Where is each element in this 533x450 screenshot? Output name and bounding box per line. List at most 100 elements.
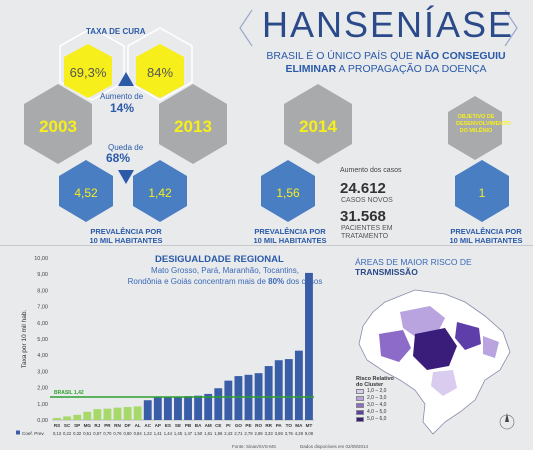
value-label: 1,41 xyxy=(154,431,163,436)
value-label: 1,45 xyxy=(174,431,183,436)
y-tick-label: 5,00 xyxy=(37,337,48,343)
map-legend: Risco Relativo do Cluster 1,0 – 2,0 2,0 –… xyxy=(356,376,426,423)
category-label: PA xyxy=(276,423,283,428)
bar xyxy=(264,366,273,420)
bar xyxy=(184,396,192,420)
map-title: ÁREAS DE MAIOR RISCO DE TRANSMISSÃO xyxy=(355,257,533,277)
brazil-map xyxy=(358,289,515,435)
y-tick-label: 1,00 xyxy=(37,402,48,408)
category-label: ES xyxy=(165,423,171,428)
cluster-north xyxy=(400,306,445,338)
y-tick-label: 6,00 xyxy=(37,321,48,327)
bar xyxy=(284,359,293,420)
value-label: 0,84 xyxy=(134,431,143,436)
category-label: RR xyxy=(265,423,272,428)
prev-label-line1: PREVALÊNCIA POR xyxy=(254,227,326,236)
compass-icon xyxy=(499,413,515,430)
bar xyxy=(83,411,92,420)
legend-item: 3,0 – 4,0 xyxy=(356,402,426,409)
value-label: 2,71 xyxy=(234,431,243,436)
prev-2013-value: 1,42 xyxy=(148,186,172,200)
bar xyxy=(103,408,112,420)
value-label: 1,96 xyxy=(214,431,223,436)
value-label: 0,22 xyxy=(63,431,72,436)
cure-2003-value: 69,3% xyxy=(70,65,107,80)
category-label: SC xyxy=(64,423,71,428)
y-tick-label: 7,00 xyxy=(37,305,48,311)
value-label: 3,76 xyxy=(285,431,294,436)
bar xyxy=(93,409,102,420)
bar xyxy=(305,272,313,420)
category-label: BA xyxy=(195,423,202,428)
category-label: PB xyxy=(185,423,192,428)
bar xyxy=(63,416,72,420)
prev-label-line2: 10 MIL HABITANTES xyxy=(253,236,327,245)
legend-swatch xyxy=(356,389,364,394)
hex-prev-goal xyxy=(455,160,509,222)
category-label: MG xyxy=(84,423,92,428)
legend-label: 4,0 – 5,0 xyxy=(367,409,387,415)
legend-title: Risco Relativo do Cluster xyxy=(356,376,426,388)
cluster-center xyxy=(413,328,457,370)
treatment-label-line2: TRATAMENTO xyxy=(341,233,389,240)
category-label: MA xyxy=(295,423,303,428)
subtitle-emphasis: NÃO CONSEGUIU xyxy=(415,50,506,62)
regional-desc-line1: Mato Grosso, Pará, Maranhão, Tocantins, xyxy=(151,266,299,275)
value-label: 2,79 xyxy=(244,431,253,436)
hex-prev-2013 xyxy=(133,160,187,222)
year-2003: 2003 xyxy=(39,117,77,136)
bar xyxy=(143,400,152,420)
value-row-marker xyxy=(16,430,20,435)
value-label: 2,89 xyxy=(254,431,263,436)
year-2014: 2014 xyxy=(299,117,337,136)
category-label: PI xyxy=(226,423,230,428)
regional-description: Mato Grosso, Pará, Maranhão, Tocantins, … xyxy=(120,265,330,287)
category-label: AM xyxy=(205,423,212,428)
value-label: 0,51 xyxy=(83,431,92,436)
prevalence-label-main: PREVALÊNCIA POR 10 MIL HABITANTES xyxy=(86,227,166,245)
value-label: 0,80 xyxy=(123,431,132,436)
cure-rate-label: TAXA DE CURA xyxy=(86,27,146,36)
drop-value: 68% xyxy=(106,151,131,165)
legend-title-line1: Risco Relativo xyxy=(356,376,394,382)
page-subtitle: BRASIL É O ÚNICO PAÍS QUE NÃO CONSEGUIU … xyxy=(246,50,526,76)
increase-label: Aumento de xyxy=(100,92,144,101)
value-label: 9,08 xyxy=(305,431,314,436)
top-infographic: 69,3% 84% 2003 2013 2014 4,52 1,42 1,56 … xyxy=(24,9,518,222)
bar xyxy=(274,360,283,420)
bar xyxy=(294,350,303,420)
value-label: 1,61 xyxy=(204,431,213,436)
value-label: 1,44 xyxy=(164,431,173,436)
title-right-bracket xyxy=(504,9,518,47)
prev-label-line1: PREVALÊNCIA POR xyxy=(450,227,522,236)
value-label: 1,47 xyxy=(184,431,193,436)
bar xyxy=(133,406,142,420)
category-label: CE xyxy=(215,423,221,428)
hex-year-2014 xyxy=(284,84,352,164)
prev-2014-value: 1,56 xyxy=(276,186,300,200)
date-note: Dados disponíveis em 02/09/2014 xyxy=(300,444,369,449)
drop-label: Queda de xyxy=(108,143,144,152)
hex-cure-2003 xyxy=(64,44,112,98)
category-label: AP xyxy=(155,423,161,428)
hex-prev-2003 xyxy=(59,160,113,222)
legend-swatch xyxy=(356,403,364,408)
page-title: HANSENÍASE xyxy=(262,4,515,45)
legend-label: 3,0 – 4,0 xyxy=(367,402,387,408)
legend-item: 2,0 – 3,0 xyxy=(356,395,426,402)
hex-prev-2014 xyxy=(261,160,315,222)
value-label: 2,43 xyxy=(224,431,233,436)
y-axis-label: Taxa por 10 mil hab. xyxy=(21,310,28,369)
value-label: 0,70 xyxy=(103,431,112,436)
y-tick-label: 3,00 xyxy=(37,369,48,375)
category-label: TO xyxy=(286,423,293,428)
category-label: PE xyxy=(245,423,251,428)
hex-year-2013 xyxy=(159,84,227,164)
treatment-label-line1: PACIENTES EM xyxy=(341,225,393,232)
value-row-label: Coef. Prev. xyxy=(22,431,45,436)
cluster-east xyxy=(455,322,481,350)
prev-label-line2: 10 MIL HABITANTES xyxy=(89,236,163,245)
y-tick-label: 0,00 xyxy=(37,418,48,424)
bar xyxy=(204,393,213,420)
bar xyxy=(224,380,233,420)
